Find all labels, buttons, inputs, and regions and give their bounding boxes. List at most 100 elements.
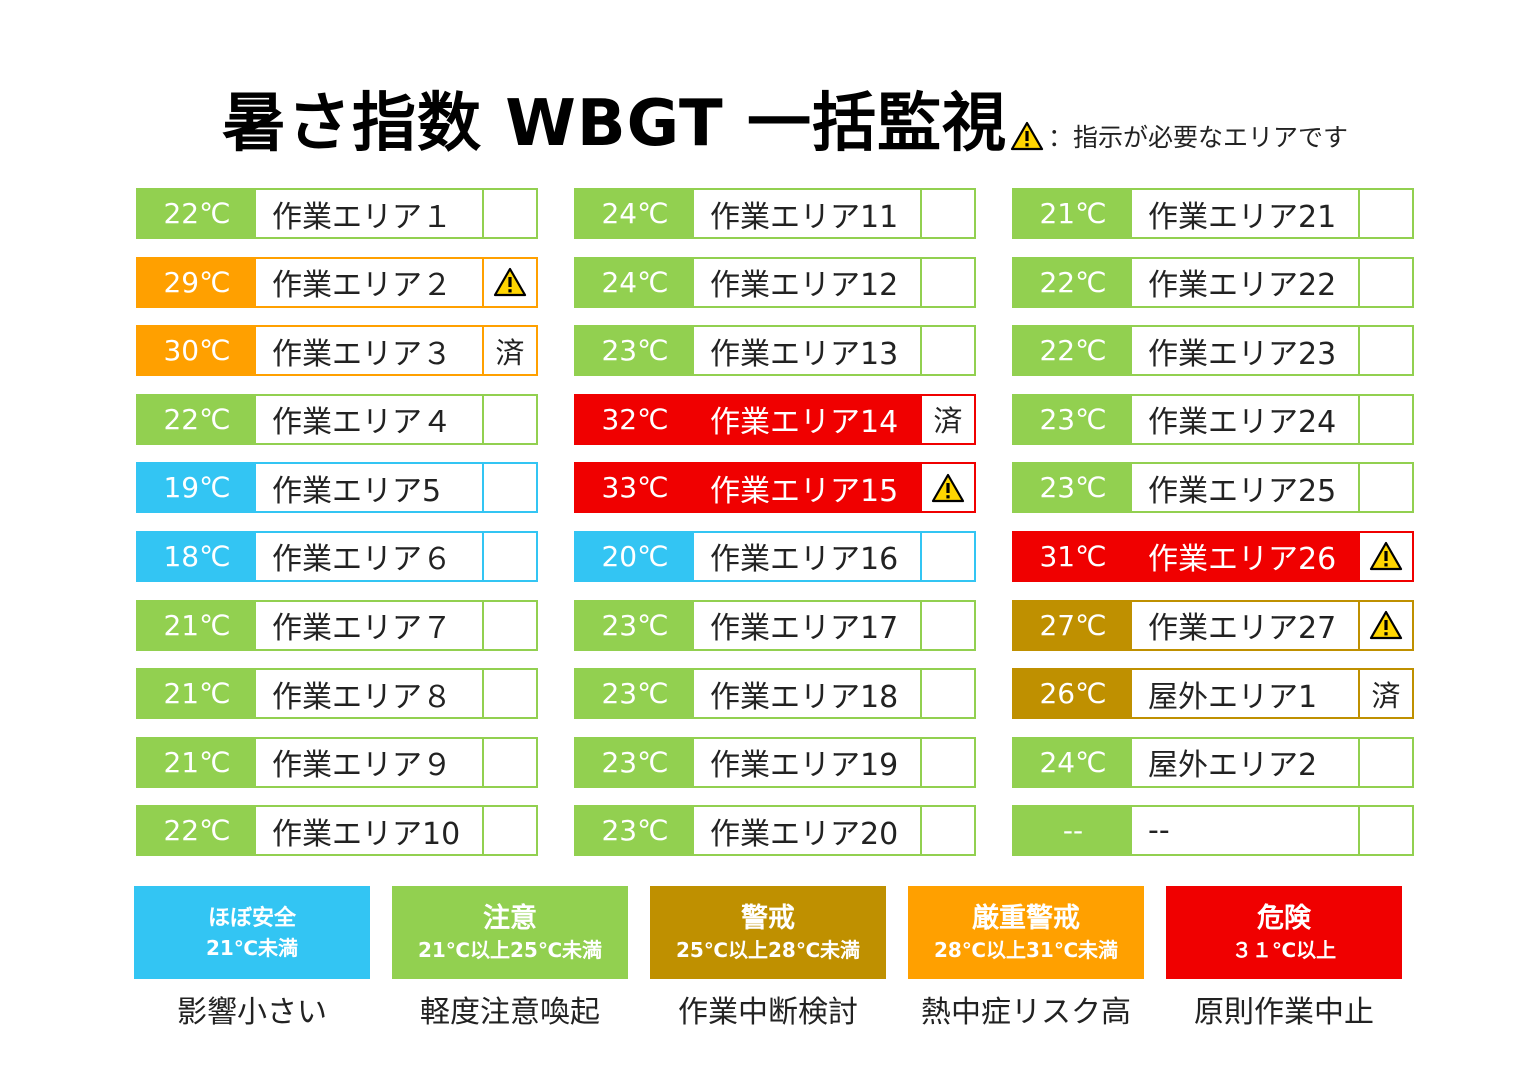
area-card[interactable]: 19℃ 作業エリア5 xyxy=(136,462,538,514)
warning-note: ：指示が必要なエリアです xyxy=(1010,118,1348,154)
area-card[interactable]: 21℃ 作業エリア８ xyxy=(136,668,538,720)
area-status[interactable] xyxy=(484,807,536,855)
legend-description: 軽度注意喚起 xyxy=(420,995,600,1030)
legend-description: 影響小さい xyxy=(177,995,327,1030)
legend-label: ほぼ安全 xyxy=(207,905,296,931)
area-status[interactable] xyxy=(484,258,536,306)
area-status[interactable] xyxy=(922,190,974,237)
legend-swatch: ほぼ安全 21℃未満 xyxy=(134,886,370,979)
legend-item-severe: 厳重警戒 28℃以上31℃未満 熱中症リスク高 xyxy=(908,886,1144,1031)
area-status[interactable] xyxy=(1360,327,1412,375)
area-name: 作業エリア19 xyxy=(694,738,922,786)
legend-swatch: 注意 21℃以上25℃未満 xyxy=(392,886,628,979)
page-title: 暑さ指数 WBGT 一括監視 xyxy=(222,87,1007,161)
area-card[interactable]: 26℃ 屋外エリア1 済 xyxy=(1012,668,1414,720)
area-status[interactable] xyxy=(1360,532,1412,580)
area-status[interactable] xyxy=(922,738,974,786)
area-card[interactable]: 31℃ 作業エリア26 xyxy=(1012,530,1414,582)
area-card[interactable]: 20℃ 作業エリア16 xyxy=(574,530,976,582)
area-status[interactable] xyxy=(922,670,974,718)
area-card[interactable]: 21℃ 作業エリア７ xyxy=(136,599,538,651)
area-card[interactable]: 23℃ 作業エリア20 xyxy=(574,805,976,857)
area-card[interactable]: 23℃ 作業エリア24 xyxy=(1012,393,1414,445)
area-status[interactable] xyxy=(1360,738,1412,786)
area-temperature: 18℃ xyxy=(138,532,256,580)
area-temperature: 21℃ xyxy=(138,601,256,649)
area-temperature: 27℃ xyxy=(1014,601,1132,649)
area-temperature: 22℃ xyxy=(1014,258,1132,306)
area-status[interactable] xyxy=(484,464,536,512)
area-name: 作業エリア11 xyxy=(694,190,922,237)
area-name: 作業エリア４ xyxy=(256,395,484,443)
area-temperature: 29℃ xyxy=(138,258,256,306)
area-card[interactable]: 24℃ 屋外エリア2 xyxy=(1012,736,1414,788)
area-card[interactable]: 29℃ 作業エリア２ xyxy=(136,256,538,308)
area-temperature: 23℃ xyxy=(576,601,694,649)
area-name: 作業エリア15 xyxy=(694,464,922,512)
area-name: 作業エリア18 xyxy=(694,670,922,718)
area-name: 作業エリア８ xyxy=(256,670,484,718)
area-status[interactable] xyxy=(484,601,536,649)
warning-icon xyxy=(1369,541,1403,571)
area-card[interactable]: 18℃ 作業エリア６ xyxy=(136,530,538,582)
area-card[interactable]: -- -- xyxy=(1012,805,1414,857)
area-name: 屋外エリア2 xyxy=(1132,738,1360,786)
area-temperature: 23℃ xyxy=(1014,464,1132,512)
area-card[interactable]: 21℃ 作業エリア９ xyxy=(136,736,538,788)
area-status[interactable]: 済 xyxy=(484,327,536,375)
area-status[interactable] xyxy=(1360,601,1412,649)
area-status[interactable] xyxy=(922,327,974,375)
area-card[interactable]: 23℃ 作業エリア19 xyxy=(574,736,976,788)
area-status[interactable] xyxy=(1360,395,1412,443)
area-card[interactable]: 23℃ 作業エリア18 xyxy=(574,668,976,720)
area-card[interactable]: 32℃ 作業エリア14 済 xyxy=(574,393,976,445)
area-card[interactable]: 22℃ 作業エリア４ xyxy=(136,393,538,445)
area-card[interactable]: 22℃ 作業エリア22 xyxy=(1012,256,1414,308)
area-status[interactable] xyxy=(922,464,974,512)
area-card[interactable]: 22℃ 作業エリア１ xyxy=(136,188,538,239)
area-name: 作業エリア６ xyxy=(256,532,484,580)
area-name: 作業エリア26 xyxy=(1132,532,1360,580)
legend-item-danger: 危険 ３１℃以上 原則作業中止 xyxy=(1166,886,1402,1031)
area-name: -- xyxy=(1132,807,1360,855)
area-name: 作業エリア14 xyxy=(694,395,922,443)
legend-range: 21℃未満 xyxy=(205,935,299,960)
area-status[interactable] xyxy=(484,532,536,580)
area-status[interactable] xyxy=(922,532,974,580)
area-status[interactable] xyxy=(922,807,974,855)
area-status[interactable] xyxy=(484,670,536,718)
area-card[interactable]: 23℃ 作業エリア25 xyxy=(1012,462,1414,514)
area-status[interactable]: 済 xyxy=(1360,670,1412,718)
area-card[interactable]: 23℃ 作業エリア17 xyxy=(574,599,976,651)
area-name: 作業エリア12 xyxy=(694,258,922,306)
area-card[interactable]: 22℃ 作業エリア10 xyxy=(136,805,538,857)
area-status[interactable] xyxy=(922,601,974,649)
area-card[interactable]: 27℃ 作業エリア27 xyxy=(1012,599,1414,651)
area-card[interactable]: 33℃ 作業エリア15 xyxy=(574,462,976,514)
legend-swatch: 警戒 25℃以上28℃未満 xyxy=(650,886,886,979)
area-status[interactable] xyxy=(484,395,536,443)
area-temperature: 26℃ xyxy=(1014,670,1132,718)
area-status[interactable] xyxy=(922,258,974,306)
area-status[interactable]: 済 xyxy=(922,395,974,443)
area-card[interactable]: 23℃ 作業エリア13 xyxy=(574,325,976,377)
area-temperature: 30℃ xyxy=(138,327,256,375)
area-temperature: 23℃ xyxy=(576,738,694,786)
legend-label: 注意 xyxy=(483,902,537,934)
legend-range: 21℃以上25℃未満 xyxy=(417,937,603,962)
area-status[interactable] xyxy=(484,738,536,786)
legend-range: 25℃以上28℃未満 xyxy=(675,937,861,962)
area-status[interactable] xyxy=(1360,190,1412,237)
legend-item-warning: 警戒 25℃以上28℃未満 作業中断検討 xyxy=(650,886,886,1031)
area-temperature: -- xyxy=(1014,807,1132,855)
warning-icon xyxy=(1010,121,1044,151)
area-card[interactable]: 22℃ 作業エリア23 xyxy=(1012,325,1414,377)
area-card[interactable]: 30℃ 作業エリア３ 済 xyxy=(136,325,538,377)
area-card[interactable]: 24℃ 作業エリア12 xyxy=(574,256,976,308)
area-card[interactable]: 21℃ 作業エリア21 xyxy=(1012,188,1414,239)
area-card[interactable]: 24℃ 作業エリア11 xyxy=(574,188,976,239)
area-status[interactable] xyxy=(1360,258,1412,306)
area-status[interactable] xyxy=(1360,807,1412,855)
area-status[interactable] xyxy=(1360,464,1412,512)
area-status[interactable] xyxy=(484,190,536,237)
